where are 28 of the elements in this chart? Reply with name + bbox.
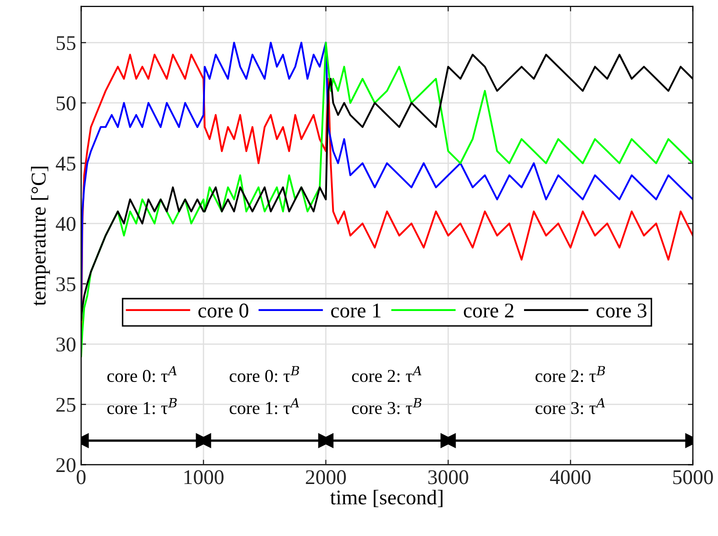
annotation: core 0: τ$^{B}$ — [230, 366, 300, 382]
y-tick-label: 55 — [56, 36, 76, 50]
y-tick-label: 50 — [56, 96, 76, 110]
annotation: core 3: τ$^{A}$ — [536, 398, 605, 414]
annotation: core 3: τ$^{B}$ — [352, 398, 422, 414]
x-tick-label: 2000 — [306, 470, 346, 484]
legend-label: core 0 — [198, 304, 248, 318]
legend-label: core 2 — [464, 304, 514, 318]
annotation: core 2: τ$^{B}$ — [536, 366, 605, 382]
annotation: core 1: τ$^{A}$ — [230, 398, 300, 414]
legend-label: core 3 — [596, 304, 646, 318]
legend-label: core 1 — [331, 304, 381, 318]
y-tick-label: 35 — [56, 277, 76, 292]
x-tick-label: 3000 — [428, 470, 468, 484]
annotation: core 2: τ$^{A}$ — [352, 366, 422, 382]
y-tick-label: 25 — [56, 398, 76, 412]
annotation: core 0: τ$^{A}$ — [107, 366, 177, 382]
x-tick-label: 4000 — [550, 470, 591, 484]
x-tick-label: 0 — [76, 470, 86, 484]
y-axis-title: temperature [°C] — [30, 166, 50, 306]
y-tick-label: 40 — [56, 216, 76, 231]
x-tick-label: 5000 — [673, 470, 713, 484]
x-tick-label: 1000 — [184, 470, 224, 484]
x-axis-title: time [second] — [330, 490, 442, 508]
y-tick-label: 20 — [56, 458, 76, 472]
y-tick-label: 30 — [56, 337, 76, 352]
annotation: core 1: τ$^{B}$ — [107, 398, 177, 414]
y-tick-label: 45 — [56, 156, 76, 171]
